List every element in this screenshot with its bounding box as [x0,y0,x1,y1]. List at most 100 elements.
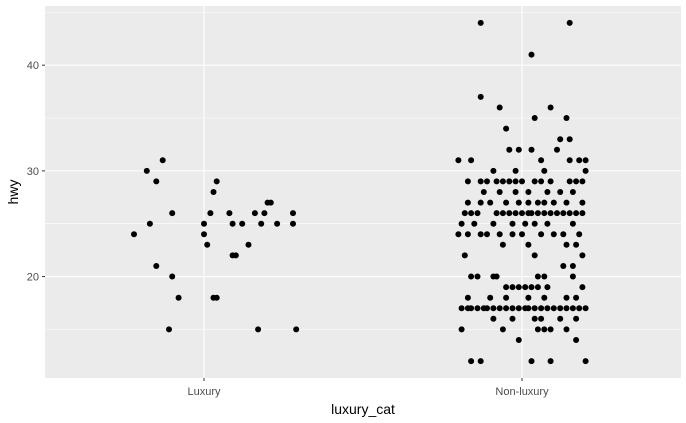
data-point [538,157,545,164]
data-point [563,241,570,248]
data-point [166,326,172,333]
data-point [458,220,465,227]
data-point [213,294,220,301]
data-point [509,220,516,227]
y-tick-label: 30 [27,166,39,178]
data-point [550,305,557,312]
data-point [477,19,484,26]
data-point [547,326,554,333]
data-point [541,210,548,217]
data-point [531,115,538,121]
data-point [503,294,510,301]
data-point [519,210,525,217]
data-point [525,241,532,248]
data-point [544,284,551,291]
data-point [573,315,580,322]
data-point [461,252,468,259]
data-point [493,273,500,280]
data-point [493,210,500,217]
data-point [468,305,475,312]
data-point [461,210,468,217]
data-point [573,241,580,248]
data-point [490,315,497,322]
data-point [525,294,532,301]
data-point [258,220,265,227]
data-point [541,326,548,333]
data-point [512,189,519,195]
data-point [468,273,475,280]
data-point [579,252,586,259]
data-point [474,210,481,217]
data-point [515,284,522,291]
data-point [496,231,503,238]
data-point [487,294,494,301]
data-point [509,315,516,322]
data-point [531,178,538,185]
data-point [245,241,252,248]
x-axis-title: luxury_cat [331,401,395,417]
data-point [496,189,503,195]
data-point [531,315,538,322]
y-tick-label: 40 [27,60,39,72]
data-point [560,210,567,217]
data-point [477,231,484,238]
data-point [525,305,532,312]
data-point [503,199,510,206]
data-point [464,294,471,301]
data-point [576,305,583,312]
data-point [563,305,570,312]
data-point [477,358,484,365]
data-point [232,252,239,259]
data-point [496,305,503,312]
data-point [569,263,576,269]
data-points [131,19,589,365]
data-point [519,231,525,238]
data-point [547,104,554,111]
data-point [566,157,573,164]
data-point [261,210,268,217]
data-point [573,210,580,217]
data-point [290,220,296,227]
data-point [566,19,573,26]
data-point [229,220,236,227]
data-point [525,189,532,195]
data-point [582,358,589,365]
data-point [468,210,475,217]
data-point [550,231,557,238]
data-point [544,189,551,195]
data-point [525,199,532,206]
data-point [464,199,471,206]
data-point [573,337,580,343]
x-tick-label: Non-luxury [495,386,549,398]
data-point [576,157,583,164]
data-point [471,220,478,227]
data-point [509,305,516,312]
data-point [557,305,564,312]
data-point [547,358,554,365]
data-point [569,305,576,312]
data-point [496,104,503,111]
x-tick-label: Luxury [187,386,221,398]
data-point [560,231,567,238]
data-point [159,157,166,164]
data-point [557,189,564,195]
data-point [538,231,545,238]
data-point [515,146,522,153]
data-point [563,115,570,121]
data-point [499,241,506,248]
data-point [576,231,583,238]
y-axis-title: hwy [5,180,21,205]
data-point [506,210,513,217]
data-point [274,220,281,227]
data-point [503,125,510,132]
data-point [547,178,554,185]
data-point [554,210,560,217]
data-point [573,294,580,301]
data-point [512,178,519,185]
data-point [468,358,475,365]
data-point [544,305,551,312]
data-point [207,210,214,217]
data-point [566,178,573,185]
data-point [582,167,589,174]
data-point [557,136,564,143]
